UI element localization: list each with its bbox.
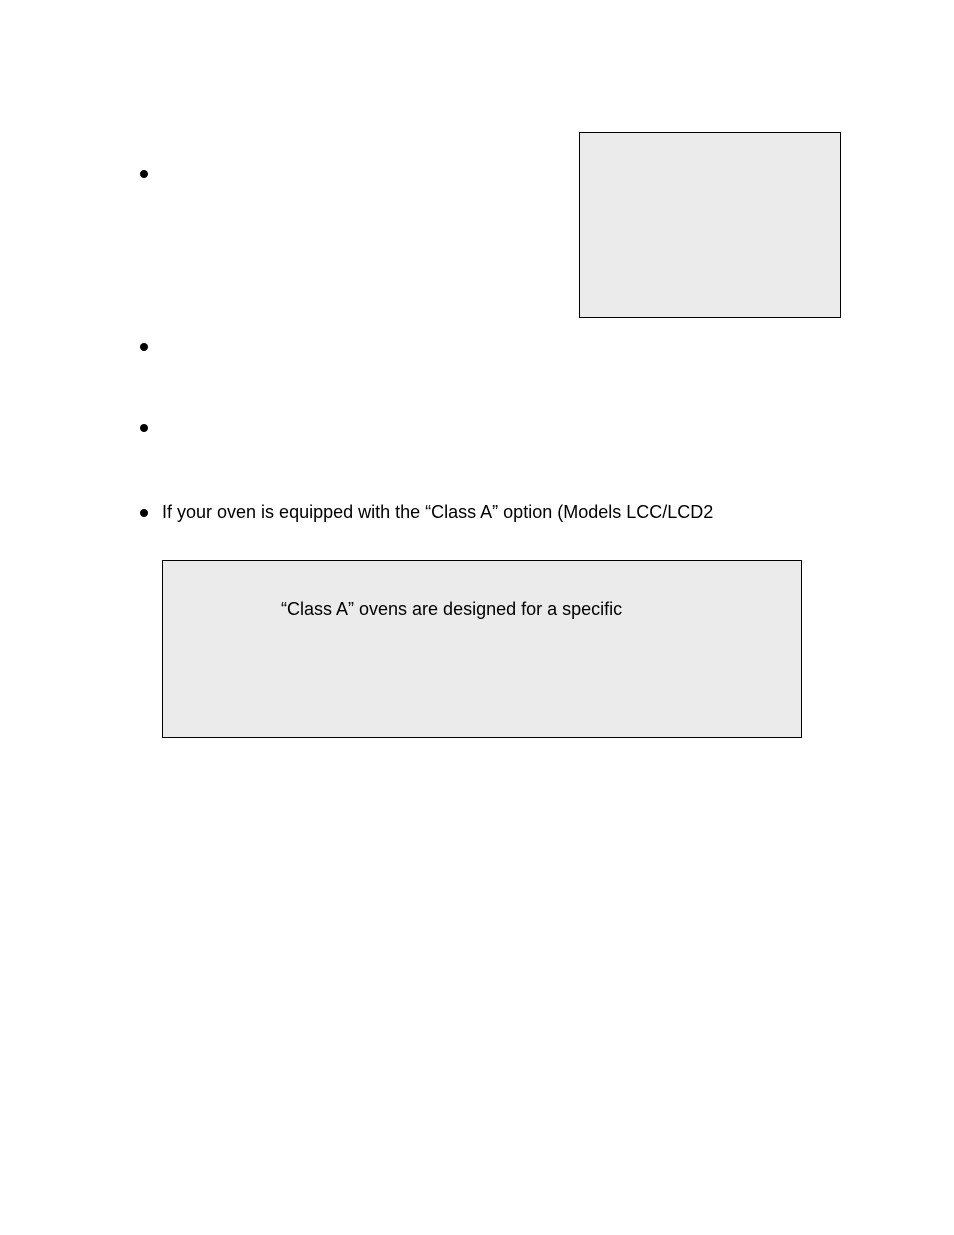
- bullet-icon: [140, 509, 148, 517]
- bullet-text-4: If your oven is equipped with the “Class…: [162, 500, 802, 525]
- info-box-small: [579, 132, 841, 318]
- info-box-large: “Class A” ovens are designed for a speci…: [162, 560, 802, 738]
- box-large-text: “Class A” ovens are designed for a speci…: [281, 597, 919, 622]
- bullet-icon: [140, 424, 148, 432]
- bullet-icon: [140, 170, 148, 178]
- bullet-icon: [140, 343, 148, 351]
